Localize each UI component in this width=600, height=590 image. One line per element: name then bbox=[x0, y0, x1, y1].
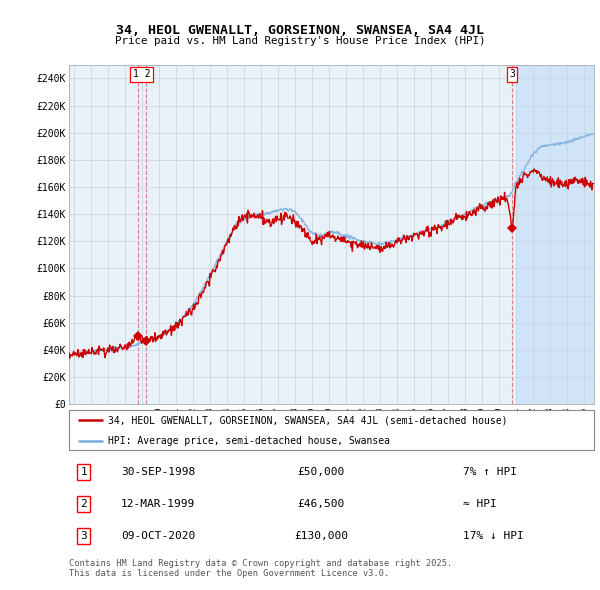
Text: 1: 1 bbox=[80, 467, 87, 477]
Text: £50,000: £50,000 bbox=[298, 467, 344, 477]
Text: 3: 3 bbox=[80, 531, 87, 541]
Text: 34, HEOL GWENALLT, GORSEINON, SWANSEA, SA4 4JL: 34, HEOL GWENALLT, GORSEINON, SWANSEA, S… bbox=[116, 24, 484, 37]
Text: HPI: Average price, semi-detached house, Swansea: HPI: Average price, semi-detached house,… bbox=[109, 435, 391, 445]
Text: 12-MAR-1999: 12-MAR-1999 bbox=[121, 499, 196, 509]
Text: 30-SEP-1998: 30-SEP-1998 bbox=[121, 467, 196, 477]
Text: 09-OCT-2020: 09-OCT-2020 bbox=[121, 531, 196, 541]
Text: 1 2: 1 2 bbox=[133, 70, 151, 80]
Text: 34, HEOL GWENALLT, GORSEINON, SWANSEA, SA4 4JL (semi-detached house): 34, HEOL GWENALLT, GORSEINON, SWANSEA, S… bbox=[109, 415, 508, 425]
Text: 17% ↓ HPI: 17% ↓ HPI bbox=[463, 531, 523, 541]
Text: ≈ HPI: ≈ HPI bbox=[463, 499, 497, 509]
Text: 7% ↑ HPI: 7% ↑ HPI bbox=[463, 467, 517, 477]
Bar bbox=[516, 65, 594, 404]
Text: Contains HM Land Registry data © Crown copyright and database right 2025.
This d: Contains HM Land Registry data © Crown c… bbox=[69, 559, 452, 578]
Text: 2: 2 bbox=[80, 499, 87, 509]
FancyBboxPatch shape bbox=[69, 410, 594, 450]
Text: £130,000: £130,000 bbox=[294, 531, 348, 541]
Text: 3: 3 bbox=[509, 70, 515, 80]
Text: £46,500: £46,500 bbox=[298, 499, 344, 509]
Text: Price paid vs. HM Land Registry's House Price Index (HPI): Price paid vs. HM Land Registry's House … bbox=[115, 36, 485, 46]
